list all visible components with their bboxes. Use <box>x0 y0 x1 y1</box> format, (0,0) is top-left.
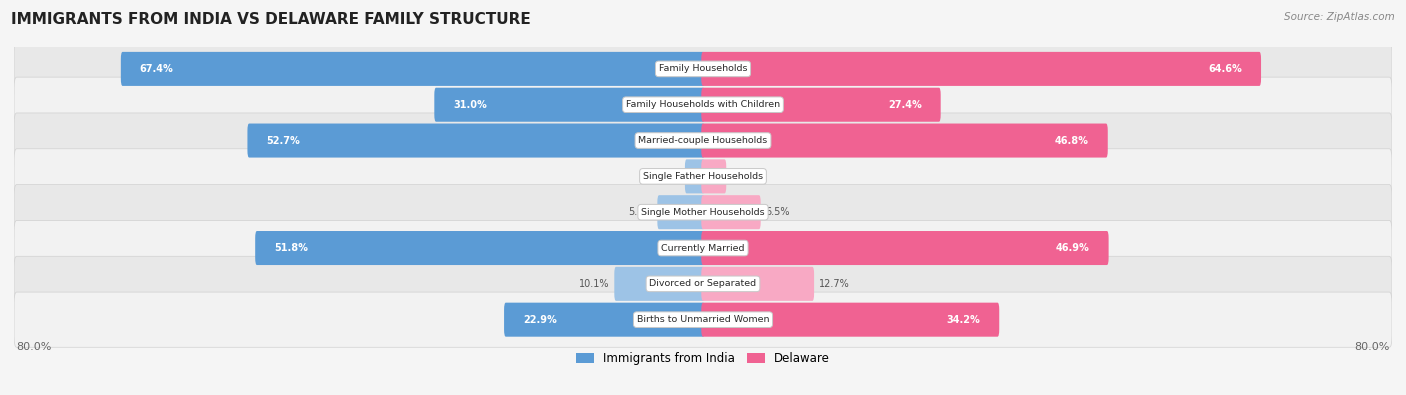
FancyBboxPatch shape <box>505 303 704 337</box>
Text: 80.0%: 80.0% <box>1354 342 1389 352</box>
Text: Births to Unmarried Women: Births to Unmarried Women <box>637 315 769 324</box>
Text: 80.0%: 80.0% <box>17 342 52 352</box>
FancyBboxPatch shape <box>702 88 941 122</box>
FancyBboxPatch shape <box>14 113 1392 168</box>
Text: Single Father Households: Single Father Households <box>643 172 763 181</box>
Text: 46.9%: 46.9% <box>1056 243 1090 253</box>
FancyBboxPatch shape <box>14 184 1392 240</box>
FancyBboxPatch shape <box>702 52 1261 86</box>
FancyBboxPatch shape <box>702 124 1108 158</box>
Legend: Immigrants from India, Delaware: Immigrants from India, Delaware <box>571 347 835 370</box>
FancyBboxPatch shape <box>614 267 704 301</box>
FancyBboxPatch shape <box>14 149 1392 204</box>
Text: 67.4%: 67.4% <box>139 64 173 74</box>
FancyBboxPatch shape <box>702 267 814 301</box>
Text: 46.8%: 46.8% <box>1054 135 1088 145</box>
Text: 10.1%: 10.1% <box>579 279 609 289</box>
FancyBboxPatch shape <box>14 292 1392 347</box>
FancyBboxPatch shape <box>702 159 727 194</box>
Text: IMMIGRANTS FROM INDIA VS DELAWARE FAMILY STRUCTURE: IMMIGRANTS FROM INDIA VS DELAWARE FAMILY… <box>11 12 531 27</box>
FancyBboxPatch shape <box>685 159 704 194</box>
Text: 1.9%: 1.9% <box>655 171 679 181</box>
Text: 34.2%: 34.2% <box>946 315 980 325</box>
FancyBboxPatch shape <box>121 52 704 86</box>
Text: 5.1%: 5.1% <box>627 207 652 217</box>
FancyBboxPatch shape <box>702 303 1000 337</box>
FancyBboxPatch shape <box>658 195 704 229</box>
FancyBboxPatch shape <box>256 231 704 265</box>
FancyBboxPatch shape <box>14 220 1392 276</box>
FancyBboxPatch shape <box>702 195 761 229</box>
FancyBboxPatch shape <box>434 88 704 122</box>
Text: 51.8%: 51.8% <box>274 243 308 253</box>
Text: Married-couple Households: Married-couple Households <box>638 136 768 145</box>
FancyBboxPatch shape <box>14 77 1392 132</box>
Text: Family Households with Children: Family Households with Children <box>626 100 780 109</box>
Text: 27.4%: 27.4% <box>889 100 922 110</box>
Text: 31.0%: 31.0% <box>453 100 486 110</box>
Text: 6.5%: 6.5% <box>766 207 790 217</box>
FancyBboxPatch shape <box>14 41 1392 96</box>
Text: Currently Married: Currently Married <box>661 244 745 252</box>
Text: Single Mother Households: Single Mother Households <box>641 208 765 217</box>
FancyBboxPatch shape <box>247 124 704 158</box>
FancyBboxPatch shape <box>14 256 1392 311</box>
FancyBboxPatch shape <box>702 231 1108 265</box>
Text: 2.5%: 2.5% <box>731 171 756 181</box>
Text: 52.7%: 52.7% <box>266 135 299 145</box>
Text: Family Households: Family Households <box>659 64 747 73</box>
Text: Source: ZipAtlas.com: Source: ZipAtlas.com <box>1284 12 1395 22</box>
Text: 64.6%: 64.6% <box>1208 64 1241 74</box>
Text: 12.7%: 12.7% <box>820 279 851 289</box>
Text: 22.9%: 22.9% <box>523 315 557 325</box>
Text: Divorced or Separated: Divorced or Separated <box>650 279 756 288</box>
